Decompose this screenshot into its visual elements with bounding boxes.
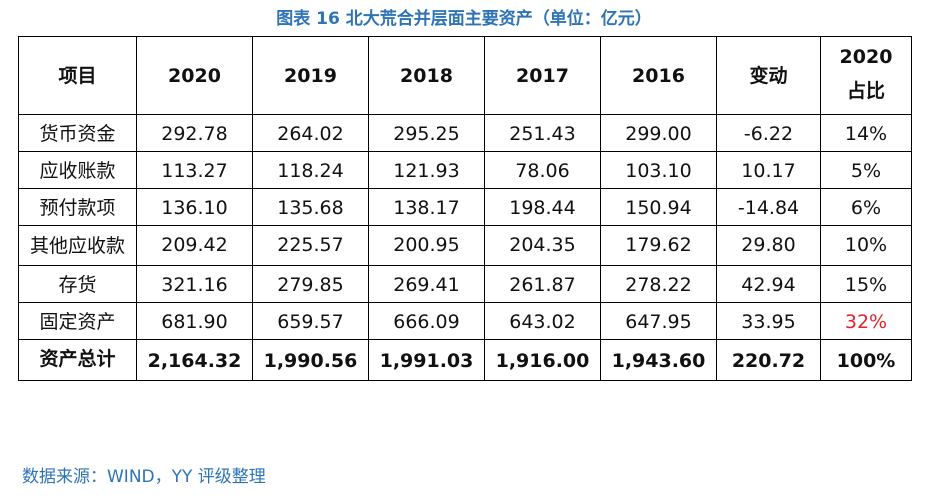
cell: 10%	[820, 225, 912, 266]
header-share: 2020 占比	[820, 36, 912, 115]
cell: 292.78	[136, 114, 253, 152]
cell: 278.22	[600, 265, 717, 303]
header-change: 变动	[716, 36, 821, 115]
cell: 78.06	[484, 151, 601, 189]
cell: 198.44	[484, 188, 601, 226]
cell: 5%	[820, 151, 912, 189]
row-label: 应收账款	[18, 151, 137, 189]
cell: -6.22	[716, 114, 821, 152]
cell-highlight: 32%	[820, 302, 912, 340]
cell: 1,916.00	[484, 339, 601, 381]
header-2020: 2020	[136, 36, 253, 115]
cell: 279.85	[252, 265, 369, 303]
cell: 118.24	[252, 151, 369, 189]
cell: -14.84	[716, 188, 821, 226]
cell: 100%	[820, 339, 912, 381]
table-caption: 图表 16 北大荒合并层面主要资产（单位：亿元）	[276, 9, 652, 29]
header-row: 项目 2020 2019 2018 2017 2016 变动 2020 占比	[18, 36, 912, 115]
cell: 15%	[820, 265, 912, 303]
assets-table: 项目 2020 2019 2018 2017 2016 变动 2020 占比 货…	[18, 36, 912, 381]
cell: 1,990.56	[252, 339, 369, 381]
cell: 103.10	[600, 151, 717, 189]
header-2019: 2019	[252, 36, 369, 115]
cell: 113.27	[136, 151, 253, 189]
cell: 204.35	[484, 225, 601, 266]
header-2018: 2018	[368, 36, 485, 115]
table-row: 预付款项 136.10 135.68 138.17 198.44 150.94 …	[18, 188, 912, 226]
cell: 1,943.60	[600, 339, 717, 381]
cell: 14%	[820, 114, 912, 152]
row-label: 预付款项	[18, 188, 137, 226]
header-item: 项目	[18, 36, 137, 115]
cell: 2,164.32	[136, 339, 253, 381]
header-2016: 2016	[600, 36, 717, 115]
cell: 643.02	[484, 302, 601, 340]
cell: 42.94	[716, 265, 821, 303]
cell: 121.93	[368, 151, 485, 189]
table-row: 固定资产 681.90 659.57 666.09 643.02 647.95 …	[18, 302, 912, 340]
cell: 10.17	[716, 151, 821, 189]
source-note: 数据来源：WIND，YY 评级整理	[22, 467, 266, 487]
cell: 209.42	[136, 225, 253, 266]
cell: 220.72	[716, 339, 821, 381]
cell: 33.95	[716, 302, 821, 340]
total-row: 资产总计 2,164.32 1,990.56 1,991.03 1,916.00…	[18, 339, 912, 381]
table-row: 存货 321.16 279.85 269.41 261.87 278.22 42…	[18, 265, 912, 303]
cell: 321.16	[136, 265, 253, 303]
cell: 264.02	[252, 114, 369, 152]
cell: 1,991.03	[368, 339, 485, 381]
cell: 150.94	[600, 188, 717, 226]
cell: 666.09	[368, 302, 485, 340]
table-row: 其他应收款 209.42 225.57 200.95 204.35 179.62…	[18, 225, 912, 266]
row-label: 资产总计	[18, 339, 137, 381]
cell: 29.80	[716, 225, 821, 266]
cell: 179.62	[600, 225, 717, 266]
header-2017: 2017	[484, 36, 601, 115]
cell: 647.95	[600, 302, 717, 340]
cell: 659.57	[252, 302, 369, 340]
row-label: 其他应收款	[18, 225, 137, 266]
cell: 136.10	[136, 188, 253, 226]
cell: 138.17	[368, 188, 485, 226]
cell: 269.41	[368, 265, 485, 303]
table-row: 货币资金 292.78 264.02 295.25 251.43 299.00 …	[18, 114, 912, 152]
cell: 681.90	[136, 302, 253, 340]
cell: 251.43	[484, 114, 601, 152]
cell: 225.57	[252, 225, 369, 266]
row-label: 固定资产	[18, 302, 137, 340]
cell: 295.25	[368, 114, 485, 152]
cell: 261.87	[484, 265, 601, 303]
cell: 135.68	[252, 188, 369, 226]
row-label: 存货	[18, 265, 137, 303]
row-label: 货币资金	[18, 114, 137, 152]
table-row: 应收账款 113.27 118.24 121.93 78.06 103.10 1…	[18, 151, 912, 189]
cell: 6%	[820, 188, 912, 226]
cell: 299.00	[600, 114, 717, 152]
cell: 200.95	[368, 225, 485, 266]
